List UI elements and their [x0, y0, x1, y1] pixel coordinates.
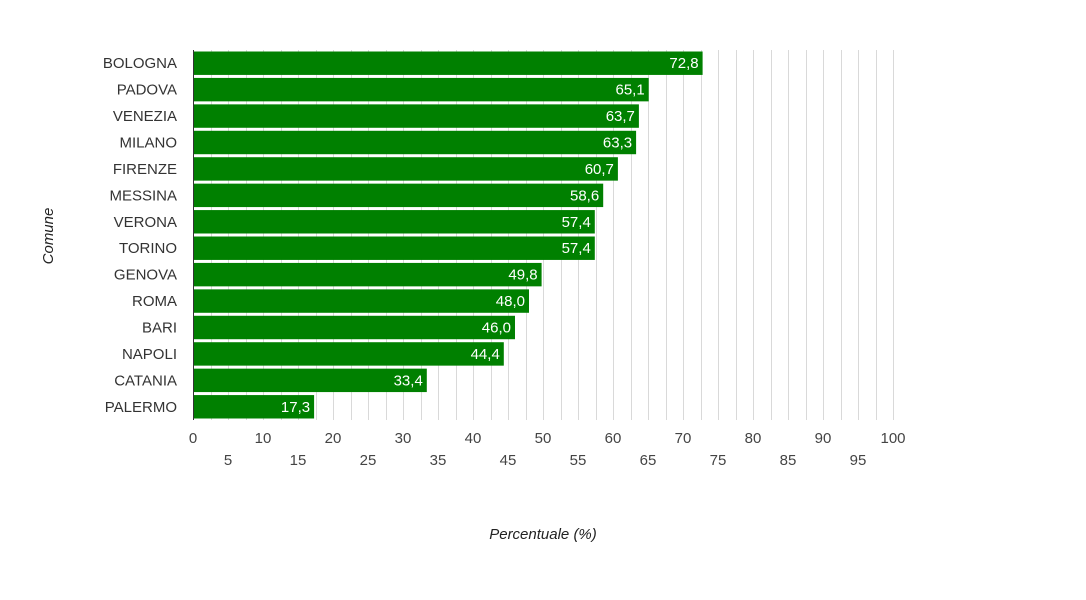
x-tick-label: 35	[430, 452, 447, 469]
bar-genova	[193, 262, 542, 287]
value-label: 57,4	[562, 240, 591, 257]
bar-firenze	[193, 157, 618, 181]
category-label: PADOVA	[117, 82, 177, 99]
bar-palermo	[193, 395, 315, 419]
bar-venezia	[193, 104, 639, 128]
value-label: 65,1	[615, 82, 644, 99]
category-label: VERONA	[114, 214, 177, 231]
x-tick-label: 5	[224, 452, 232, 469]
x-tick-label: 50	[535, 430, 552, 447]
value-label: 63,3	[603, 135, 632, 152]
x-tick-label: 0	[189, 430, 197, 447]
bar-bari	[193, 315, 515, 340]
bar-torino	[193, 236, 595, 260]
category-label: FIRENZE	[113, 161, 177, 178]
bar-bologna	[193, 51, 703, 75]
value-label: 17,3	[281, 399, 310, 416]
value-label: 72,8	[669, 55, 698, 72]
x-axis-title: Percentuale (%)	[489, 526, 597, 543]
value-label: 33,4	[394, 372, 423, 389]
category-label: MILANO	[119, 135, 177, 152]
x-tick-label: 80	[745, 430, 762, 447]
value-label: 46,0	[482, 320, 511, 337]
bar-roma	[193, 289, 529, 313]
x-tick-label: 60	[605, 430, 622, 447]
value-label: 58,6	[570, 187, 599, 204]
x-tick-label: 25	[360, 452, 377, 469]
category-label: VENEZIA	[113, 108, 177, 125]
x-tick-label: 40	[465, 430, 482, 447]
x-tick-label: 45	[500, 452, 517, 469]
value-label: 60,7	[585, 161, 614, 178]
category-labels: BOLOGNA PADOVA VENEZIA MILANO FIRENZE MESSINA…	[103, 55, 177, 416]
x-tick-label: 70	[675, 430, 692, 447]
x-axis-ticks: 0 5 10 15 20 25 30 35 40 45 50 55 60 65 70 75 80 85 90 95 10…	[189, 430, 906, 469]
x-tick-label: 100	[880, 430, 905, 447]
bars: 72,8 65,1 63,7 63,3 60,7 58,6 57,4 57,4 49,8 48,0…	[193, 51, 703, 419]
y-axis-title: Comune	[40, 208, 57, 265]
bar-padova	[193, 77, 649, 102]
x-tick-label: 10	[255, 430, 272, 447]
value-label: 57,4	[562, 214, 591, 231]
bar-verona	[193, 210, 595, 234]
bar-napoli	[193, 342, 504, 366]
x-tick-label: 55	[570, 452, 587, 469]
category-label: TORINO	[119, 240, 177, 257]
bar-milano	[193, 130, 637, 155]
x-tick-label: 75	[710, 452, 727, 469]
category-label: MESSINA	[109, 187, 177, 204]
x-tick-label: 15	[290, 452, 307, 469]
x-tick-label: 90	[815, 430, 832, 447]
x-tick-label: 30	[395, 430, 412, 447]
x-tick-label: 95	[850, 452, 867, 469]
value-label: 63,7	[606, 108, 635, 125]
bar-catania	[193, 368, 427, 393]
x-tick-label: 85	[780, 452, 797, 469]
x-tick-label: 65	[640, 452, 657, 469]
bar-messina	[193, 183, 604, 208]
x-tick-label: 20	[325, 430, 342, 447]
category-label: CATANIA	[114, 372, 177, 389]
category-label: ROMA	[132, 293, 177, 310]
value-label: 48,0	[496, 293, 525, 310]
category-label: GENOVA	[114, 267, 177, 284]
value-label: 44,4	[471, 346, 500, 363]
category-label: PALERMO	[105, 399, 177, 416]
category-label: NAPOLI	[122, 346, 177, 363]
category-label: BOLOGNA	[103, 55, 177, 72]
category-label: BARI	[142, 320, 177, 337]
value-label: 49,8	[508, 267, 537, 284]
